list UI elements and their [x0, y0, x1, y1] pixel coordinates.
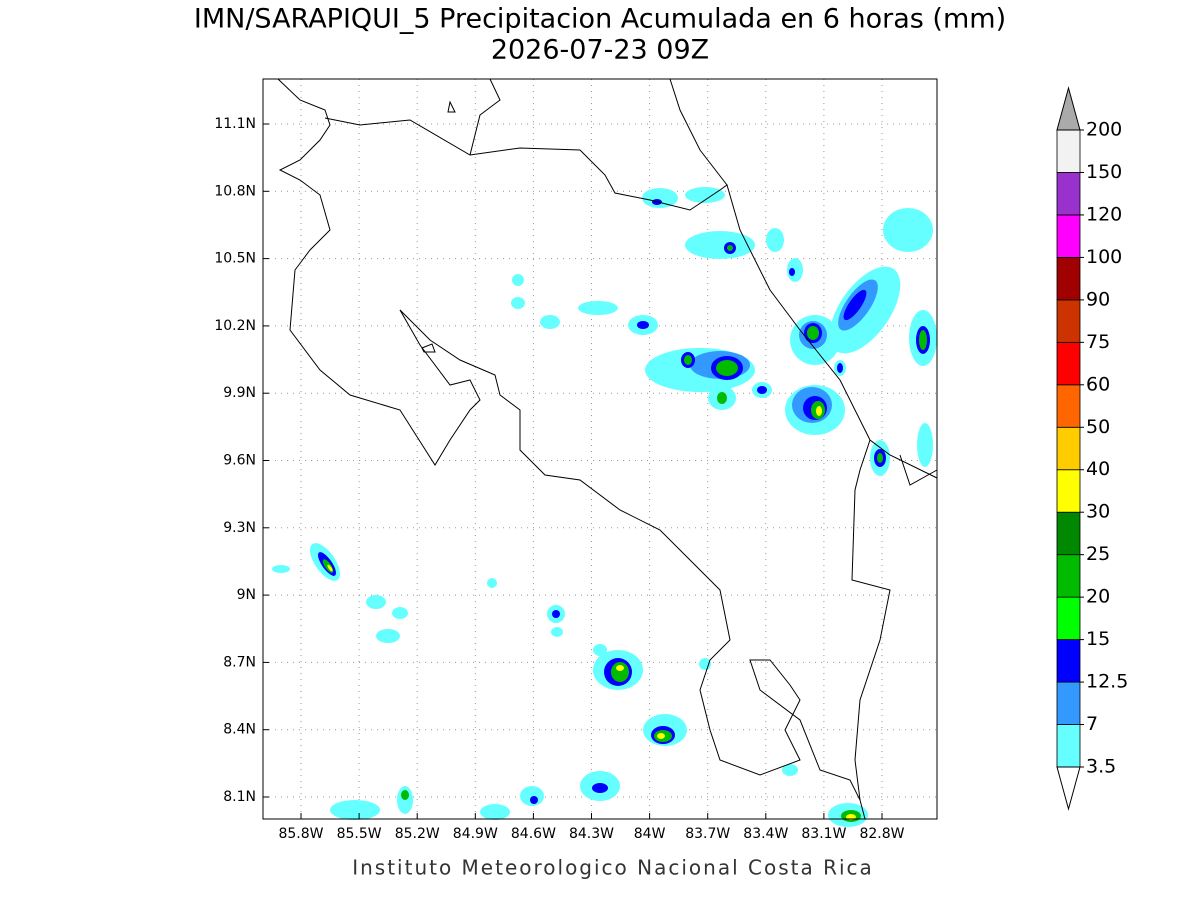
colorbar-segment	[1056, 172, 1081, 216]
colorbar-label: 7	[1086, 713, 1098, 735]
colorbar-label: 15	[1086, 628, 1110, 650]
x-tick-label: 84.6W	[511, 826, 556, 842]
colorbar-segment	[1056, 426, 1081, 471]
subtitle: 2026-07-23 09Z	[491, 35, 709, 66]
y-tick-label: 11.1N	[214, 116, 256, 132]
precipitation	[272, 187, 937, 827]
y-tick-label: 9.3N	[223, 520, 256, 536]
x-tick-label: 84W	[634, 826, 666, 842]
y-tick-label: 8.1N	[223, 789, 256, 805]
map-frame	[262, 78, 938, 820]
colorbar-label: 150	[1086, 161, 1122, 183]
y-tick-label: 9.6N	[223, 453, 256, 469]
colorbar-segment	[1056, 469, 1081, 513]
colorbar-label: 75	[1086, 331, 1110, 353]
colorbar-segment	[1056, 341, 1081, 386]
colorbar-label: 90	[1086, 288, 1110, 310]
y-tick-label: 10.8N	[214, 183, 256, 199]
colorbar-segment	[1056, 596, 1081, 641]
y-tick-label: 9N	[237, 587, 256, 603]
colorbar-label: 60	[1086, 373, 1110, 395]
colorbar-under	[1056, 766, 1081, 811]
colorbar-over	[1056, 86, 1081, 131]
x-tick-label: 83.4W	[743, 826, 788, 842]
colorbar-label: 12.5	[1086, 671, 1128, 693]
colorbar-label: 25	[1086, 543, 1110, 565]
x-tick-label: 85.8W	[278, 826, 323, 842]
x-tick-label: 83.7W	[685, 826, 730, 842]
colorbar-label: 50	[1086, 416, 1110, 438]
colorbar-label: 120	[1086, 203, 1122, 225]
x-tick-label: 85.5W	[337, 826, 382, 842]
colorbar-label: 200	[1086, 119, 1122, 141]
x-tick-label: 82.8W	[859, 826, 904, 842]
y-tick-label: 10.5N	[214, 251, 256, 267]
colorbar-label: 3.5	[1086, 756, 1116, 778]
colorbar-label: 30	[1086, 501, 1110, 523]
x-tick-label: 85.2W	[395, 826, 440, 842]
grid	[263, 79, 937, 819]
colorbar-segment	[1056, 214, 1081, 258]
colorbar-label: 100	[1086, 246, 1122, 268]
y-tick-label: 9.9N	[223, 385, 256, 401]
colorbar-segment	[1056, 299, 1081, 343]
x-tick-label: 83.1W	[801, 826, 846, 842]
x-tick-label: 84.3W	[569, 826, 614, 842]
y-tick-label: 8.4N	[223, 722, 256, 738]
colorbar-segment	[1056, 681, 1081, 725]
colorbar-segment	[1056, 724, 1081, 768]
colorbar-segment	[1056, 256, 1081, 301]
colorbar-segment	[1056, 129, 1081, 173]
coastline	[277, 78, 938, 820]
axes: 85.8W 85.5W 85.2W 84.9W 84.6W 84.3W 84W 83.7W 83…	[214, 116, 904, 842]
y-tick-label: 8.7N	[223, 654, 256, 670]
colorbar-segment	[1056, 554, 1081, 598]
colorbar-label: 20	[1086, 586, 1110, 608]
footer: Instituto Meteorologico Nacional Costa R…	[352, 856, 874, 880]
colorbar-label: 40	[1086, 458, 1110, 480]
x-tick-label: 84.9W	[453, 826, 498, 842]
y-tick-label: 10.2N	[214, 318, 256, 334]
colorbar: 3.5 7 12.5 15 20 25 30 40 50 60 75 90 100 120 150 200	[1056, 86, 1128, 811]
title: IMN/SARAPIQUI_5 Precipitacion Acumulada …	[194, 4, 1006, 35]
colorbar-segment	[1056, 511, 1081, 556]
colorbar-segment	[1056, 384, 1081, 428]
colorbar-segment	[1056, 639, 1081, 683]
